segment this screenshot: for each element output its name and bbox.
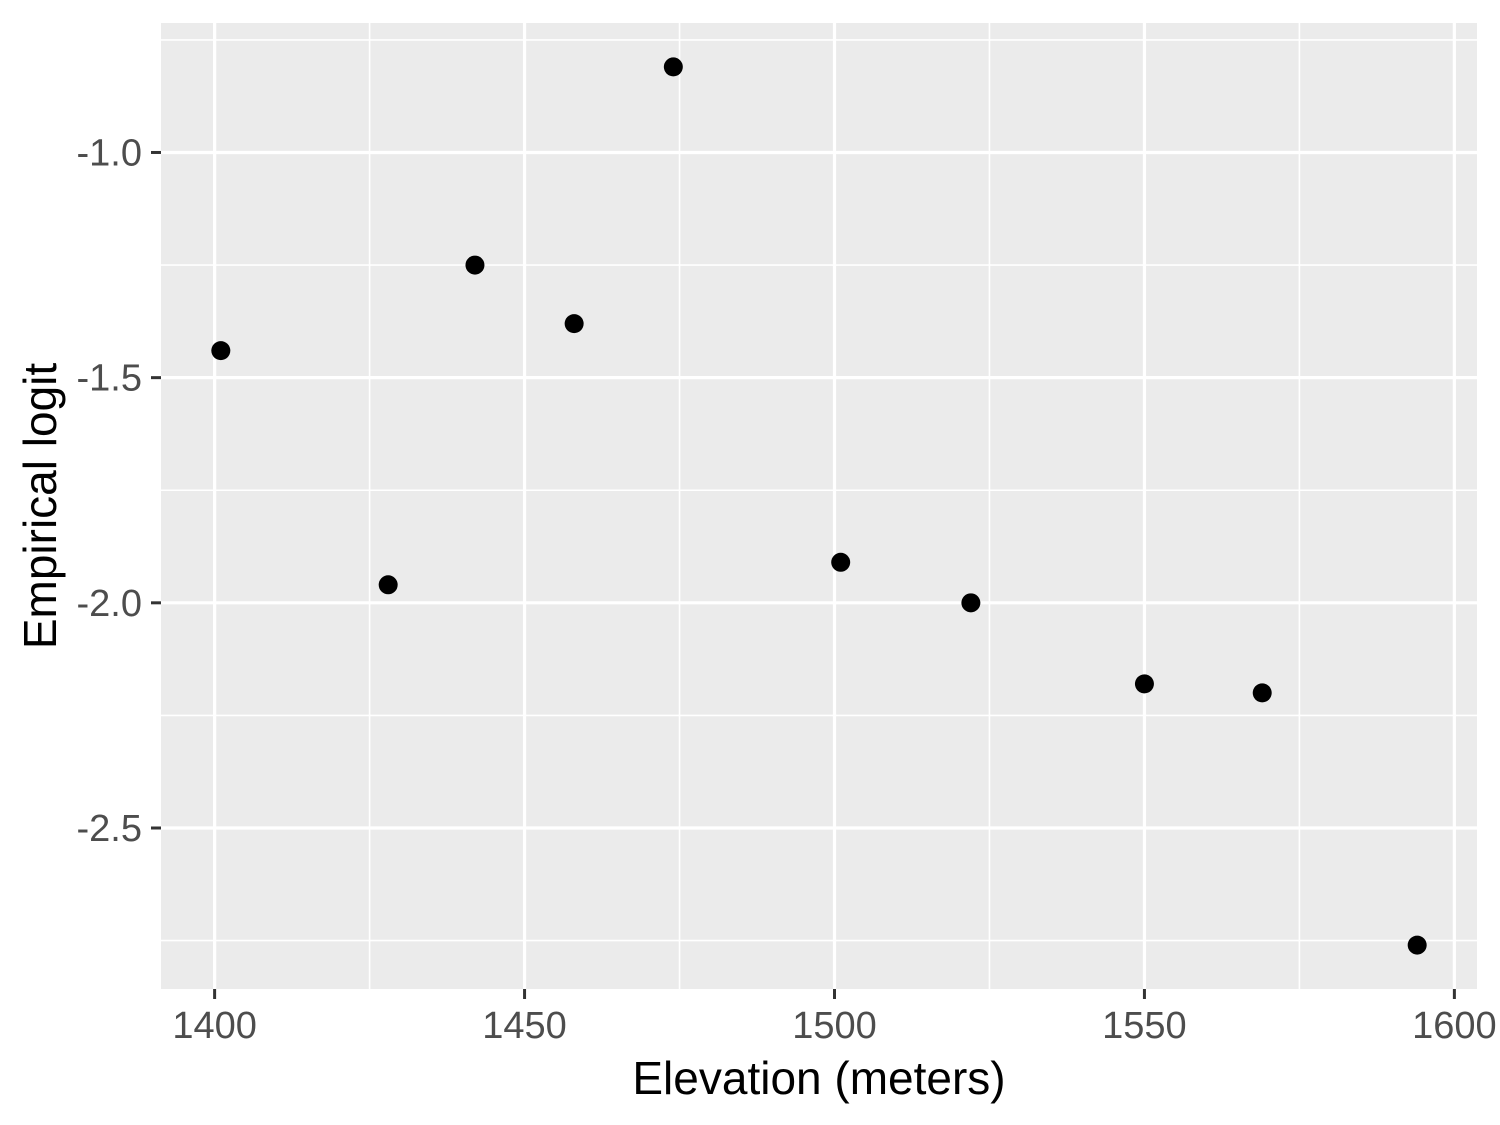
x-tick-label: 1600 xyxy=(1412,1005,1497,1047)
data-point xyxy=(663,57,683,77)
y-tick-label: -1.5 xyxy=(77,358,142,400)
data-point xyxy=(564,314,584,334)
y-tick-label: -2.5 xyxy=(77,808,142,850)
y-tick-label: -1.0 xyxy=(77,132,142,174)
data-point xyxy=(831,552,851,572)
x-tick-label: 1400 xyxy=(172,1005,257,1047)
x-tick-label: 1550 xyxy=(1102,1005,1187,1047)
plot-panel-layer xyxy=(161,23,1477,989)
data-point xyxy=(465,255,485,275)
y-axis-title: Empirical logit xyxy=(14,363,66,650)
x-axis-title: Elevation (meters) xyxy=(632,1052,1005,1104)
axis-layer: 1400 1450 1500 1550 1600 -1.0 -1.5 -2.0 -2.5 xyxy=(77,132,1497,1047)
data-point xyxy=(378,575,398,595)
data-point xyxy=(1134,674,1154,694)
x-tick-label: 1500 xyxy=(792,1005,877,1047)
plot-panel xyxy=(161,23,1477,989)
data-point xyxy=(1252,683,1272,703)
data-point xyxy=(1407,935,1427,955)
x-tick-label: 1450 xyxy=(482,1005,567,1047)
y-tick-label: -2.0 xyxy=(77,583,142,625)
data-point xyxy=(961,593,981,613)
data-point xyxy=(211,341,231,361)
